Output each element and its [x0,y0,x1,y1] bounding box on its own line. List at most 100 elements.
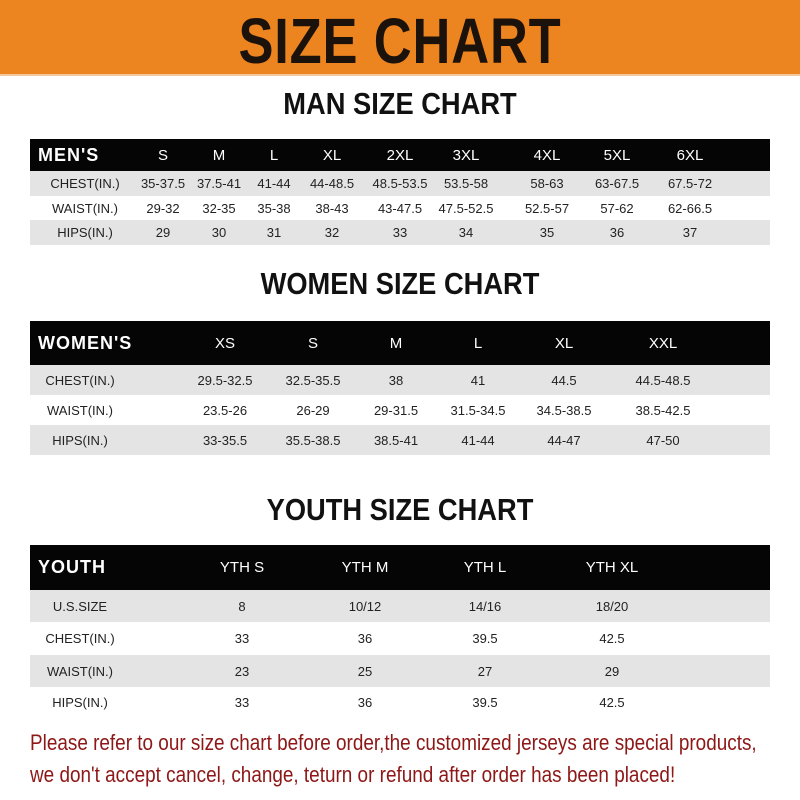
table-cell: XL [554,334,574,352]
table-cell: 10/12 [348,598,382,614]
banner-title: SIZE CHART [238,5,562,77]
table-cell: YTH L [463,559,507,576]
table-cell: 43-47.5 [377,200,423,216]
table-header-row: YOUTH YTH S YTH M YTH L YTH XL [30,545,770,590]
table-cell: XXL [648,334,678,352]
row-label: HIPS(IN.) [57,225,113,240]
table-cell: 41 [470,372,486,388]
table-header-row: MEN'S S M L XL 2XL 3XL 4XL 5XL 6XL [30,139,770,171]
table-cell: 38-43 [315,200,349,216]
row-label: HIPS(IN.) [52,695,108,710]
table-cell: 48.5-53.5 [372,176,428,191]
table-cell: 32.5-35.5 [285,372,341,388]
table-cell: 44-48.5 [309,176,355,191]
table-cell: S [307,334,318,352]
table-cell: 4XL [533,146,561,164]
table-row: CHEST(IN.) 33 36 39.5 42.5 [30,622,770,655]
table-cell: 2XL [386,146,414,164]
table-cell: 35-38 [257,200,291,216]
table-cell: 29-32 [146,200,180,216]
table-cell: 25 [357,663,373,679]
table-cell: 42.5 [599,695,625,710]
table-cell: 26-29 [296,402,330,418]
table-cell: 52.5-57 [524,200,570,216]
table-cell: 34.5-38.5 [536,402,592,418]
table-cell: 8 [238,598,246,614]
table-row: HIPS(IN.) 29 30 31 32 33 34 35 36 37 [30,220,770,245]
table-cell: 58-63 [530,176,564,191]
row-label: WOMEN'S [38,332,133,353]
table-cell: 42.5 [599,631,625,646]
table-cell: 36 [357,695,373,710]
table-row: WAIST(IN.) 23 25 27 29 [30,655,770,687]
table-cell: 32 [324,225,340,240]
row-label: CHEST(IN.) [45,631,115,646]
table-cell: 29-31.5 [373,402,419,418]
table-cell: YTH XL [585,559,639,576]
row-label: CHEST(IN.) [45,372,115,388]
row-label: MEN'S [38,144,100,165]
table-cell: 37 [682,225,698,240]
table-cell: 57-62 [600,200,634,216]
table-cell: 44-47 [547,432,581,448]
women-size-table: WOMEN'S XS S M L XL XXL CHEST(IN.) 29.5-32.5 32.5… [30,321,770,455]
table-cell: 44.5 [551,372,577,388]
table-cell: XL [322,146,342,164]
table-cell: 33-35.5 [202,432,248,448]
table-cell: L [473,334,483,352]
table-cell: 29.5-32.5 [197,372,253,388]
men-section-title: MAN SIZE CHART [283,86,517,121]
youth-size-table: YOUTH YTH S YTH M YTH L YTH XL U.S.SIZE 8 10/12… [30,545,770,718]
table-cell: 14/16 [468,598,502,614]
table-cell: 62-66.5 [667,200,713,216]
table-row: CHEST(IN.) 35-37.5 37.5-41 41-44 44-48.5 48.5… [30,171,770,196]
row-label: WAIST(IN.) [47,663,113,679]
table-cell: S [157,146,168,164]
row-label: WAIST(IN.) [47,402,113,418]
table-cell: 35 [539,225,555,240]
table-cell: 3XL [452,146,480,164]
table-cell: L [269,146,279,164]
table-cell: 5XL [603,146,631,164]
table-cell: 29 [155,225,171,240]
table-cell: 37.5-41 [196,176,242,191]
table-cell: 53.5-58 [443,176,489,191]
women-section-title: WOMEN SIZE CHART [260,266,540,301]
table-cell: 63-67.5 [594,176,640,191]
table-cell: 33 [234,631,250,646]
size-chart-banner: SIZE CHART [0,0,800,77]
table-cell: 41-44 [461,432,495,448]
table-cell: 47-50 [646,432,680,448]
table-row: WAIST(IN.) 29-32 32-35 35-38 38-43 43-47.5 47.… [30,196,770,220]
table-cell: 38.5-41 [373,432,419,448]
table-cell: 31 [266,225,282,240]
table-cell: 31.5-34.5 [450,402,506,418]
table-cell: 39.5 [472,631,498,646]
table-cell: YTH S [219,559,265,576]
table-cell: 47.5-52.5 [438,200,494,216]
table-cell: 36 [609,225,625,240]
table-cell: 34 [458,225,474,240]
table-cell: 67.5-72 [667,176,713,191]
table-cell: 39.5 [472,695,498,710]
table-row: WAIST(IN.) 23.5-26 26-29 29-31.5 31.5-34.5 34… [30,395,770,425]
notice-line-1: Please refer to our size chart before or… [30,730,757,755]
table-row: U.S.SIZE 8 10/12 14/16 18/20 [30,590,770,622]
row-label: HIPS(IN.) [52,432,108,448]
table-cell: 29 [604,663,620,679]
table-row: HIPS(IN.) 33 36 39.5 42.5 [30,687,770,718]
table-cell: 6XL [676,146,704,164]
row-label: U.S.SIZE [52,598,108,614]
table-row: CHEST(IN.) 29.5-32.5 32.5-35.5 38 41 44.5 44.5… [30,365,770,395]
youth-section-title: YOUTH SIZE CHART [266,492,534,527]
table-cell: 23 [234,663,250,679]
table-cell: 38 [388,372,404,388]
table-cell: 35-37.5 [140,176,186,191]
table-cell: 30 [211,225,227,240]
notice-line-2: we don't accept cancel, change, teturn o… [30,762,676,787]
table-cell: 38.5-42.5 [635,402,691,418]
table-cell: 41-44 [257,176,291,191]
table-cell: 23.5-26 [202,402,248,418]
table-cell: M [389,334,403,352]
table-header-row: WOMEN'S XS S M L XL XXL [30,321,770,365]
